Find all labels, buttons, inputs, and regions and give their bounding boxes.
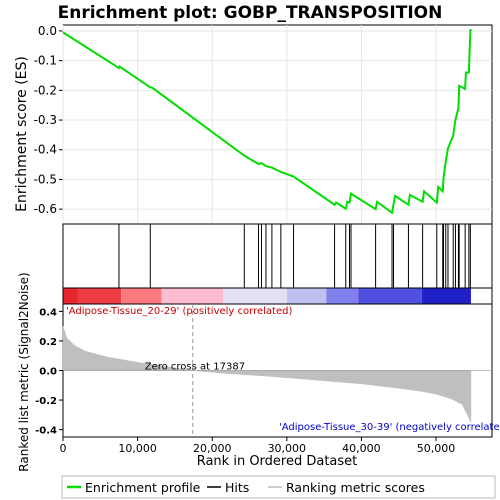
xtick-label-3: 30,000 xyxy=(268,442,307,455)
es-ytick-label-3: -0.3 xyxy=(34,113,57,127)
rank-metric-panel: Zero cross at 17387 'Adipose-Tissue_20-29… xyxy=(35,303,500,455)
heat-segment-1 xyxy=(77,288,122,304)
metric-ytick-label-2: 0.0 xyxy=(39,367,57,378)
zero-cross-label: Zero cross at 17387 xyxy=(145,362,245,373)
legend-label-ranking-metric: Ranking metric scores xyxy=(286,480,425,495)
metric-ytick-label-0: 0.4 xyxy=(39,307,57,318)
legend: Enrichment profile Hits Ranking metric s… xyxy=(61,475,496,499)
es-plot-frame xyxy=(62,24,493,225)
negative-correlation-label: 'Adipose-Tissue_30-39' (negatively corre… xyxy=(279,422,500,433)
es-ytick-label-6: -0.6 xyxy=(34,202,57,216)
heat-segment-6 xyxy=(326,288,359,304)
chart-title: Enrichment plot: GOBP_TRANSPOSITION xyxy=(58,3,443,23)
xtick-label-2: 20,000 xyxy=(193,442,232,455)
es-ytick-label-2: -0.2 xyxy=(34,83,57,97)
legend-label-hits: Hits xyxy=(225,480,249,495)
heat-segment-3 xyxy=(161,288,224,304)
positive-correlation-label: 'Adipose-Tissue_20-29' (positively corre… xyxy=(66,306,292,317)
es-axis-label: Enrichment score (ES) xyxy=(14,56,30,212)
xtick-label-1: 10,000 xyxy=(118,442,157,455)
xtick-label-4: 40,000 xyxy=(342,442,381,455)
es-ytick-label-1: -0.1 xyxy=(34,54,57,68)
hits-panel xyxy=(62,223,493,289)
ranking-metric-area xyxy=(62,326,472,423)
metric-ytick-label-4: -0.4 xyxy=(35,426,57,437)
xtick-label-5: 50,000 xyxy=(417,442,456,455)
es-ytick-label-4: -0.4 xyxy=(34,143,57,157)
xtick-label-0: 0 xyxy=(60,442,67,455)
metric-axis-label: Ranked list metric (Signal2Noise) xyxy=(17,272,31,471)
metric-ytick-label-3: -0.2 xyxy=(35,396,57,407)
heat-segment-2 xyxy=(121,288,162,304)
legend-label-enrichment-profile: Enrichment profile xyxy=(85,480,201,495)
heat-segment-0 xyxy=(63,288,78,304)
heat-segment-7 xyxy=(358,288,422,304)
enrichment-profile-line xyxy=(62,29,472,215)
metric-ytick-label-1: 0.2 xyxy=(39,337,57,348)
rank-heatmap-bar xyxy=(62,287,493,305)
heat-segment-8 xyxy=(421,288,471,304)
heat-segment-4 xyxy=(223,288,287,304)
hits-frame xyxy=(62,223,493,289)
x-axis-label: Rank in Ordered Dataset xyxy=(197,454,358,469)
es-ytick-label-0: 0.0 xyxy=(38,24,57,38)
es-ytick-label-5: -0.5 xyxy=(34,172,57,186)
es-panel: 0.0 -0.1 -0.2 -0.3 -0.4 -0.5 -0.6 xyxy=(34,24,493,225)
heat-segment-5 xyxy=(286,288,327,304)
